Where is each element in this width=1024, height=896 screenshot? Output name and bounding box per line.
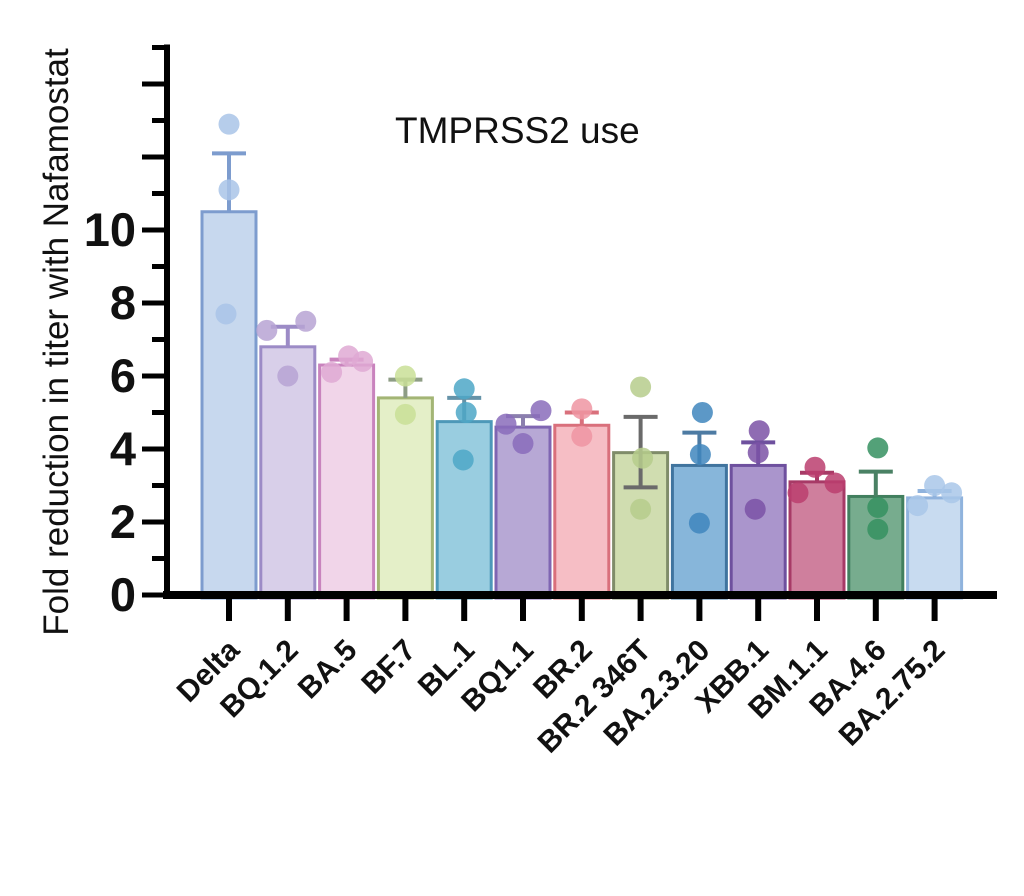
data-point-delta-1: [218, 113, 240, 135]
y-tick-label-10: 10: [84, 203, 136, 256]
y-axis-line: [164, 44, 170, 599]
y-minor-tick-13: [152, 118, 167, 123]
chart-title: TMPRSS2 use: [395, 110, 640, 151]
data-point-xbb-1-1: [748, 420, 770, 442]
data-point-ba-2-3-20-2: [689, 443, 711, 465]
data-point-br-2-346t-3: [630, 498, 652, 520]
y-major-tick-10: [142, 227, 167, 233]
data-point-ba-4-6-2: [867, 496, 889, 518]
x-tick-label-bf-7: BF.7: [355, 634, 422, 701]
y-tick-label-6: 6: [110, 349, 136, 402]
y-major-tick-6: [142, 373, 167, 379]
y-axis-title: Fold reduction in titer with Nafamostat: [37, 48, 76, 636]
bars-layer: [200, 151, 964, 600]
bar-br-2: [553, 423, 611, 600]
data-point-bq-1-2-1: [295, 310, 317, 332]
y-tick-label-8: 8: [110, 276, 136, 329]
y-major-tick-8: [142, 300, 167, 306]
data-point-ba-5-3: [321, 361, 343, 383]
data-point-bq-1-2-2: [256, 319, 278, 341]
x-axis-line: [163, 591, 997, 599]
data-point-bq1-1-1: [530, 400, 552, 422]
data-point-ba-2-75-2-3: [907, 495, 929, 517]
y-minor-tick-15: [152, 45, 167, 50]
y-tick-label-4: 4: [110, 422, 136, 475]
axis-layer: [142, 44, 997, 621]
data-point-ba-5-2: [352, 350, 374, 372]
data-point-ba-2-75-2-2: [941, 482, 963, 504]
data-point-ba-2-3-20-1: [691, 402, 713, 423]
y-minor-tick-7: [152, 337, 167, 342]
data-point-xbb-1-3: [744, 498, 766, 520]
y-major-tick-2: [142, 519, 167, 525]
data-point-ba-4-6-1: [867, 437, 889, 459]
data-point-bm-1-1-3: [787, 482, 809, 504]
bar-bq-1-2: [259, 345, 317, 600]
bar-xbb-1: [729, 463, 787, 600]
data-point-bq1-1-3: [512, 433, 534, 455]
data-point-br-2-346t-1: [630, 376, 652, 398]
bar-bl-1: [435, 420, 493, 600]
data-point-bm-1-1-2: [824, 472, 846, 494]
data-point-ba-2-75-2-1: [924, 475, 946, 496]
y-minor-tick-1: [152, 556, 167, 561]
bar-delta: [200, 210, 258, 600]
y-minor-tick-5: [152, 410, 167, 415]
data-point-bm-1-1-1: [804, 456, 826, 478]
data-point-ba-2-3-20-3: [688, 512, 710, 534]
data-point-bq1-1-2: [495, 413, 517, 435]
y-major-tick-0: [142, 592, 167, 598]
y-major-tick-4: [142, 446, 167, 452]
data-point-delta-2: [218, 179, 240, 201]
data-point-br-2-1: [571, 398, 593, 420]
data-point-delta-3: [215, 303, 237, 325]
data-point-br-2-2: [571, 425, 593, 447]
data-point-xbb-1-2: [747, 442, 769, 464]
y-minor-tick-9: [152, 264, 167, 269]
bar-br-2-346t: [612, 451, 670, 600]
points-layer: [215, 113, 963, 540]
data-point-bf-7-1: [394, 365, 416, 387]
y-major-tick-14: [142, 81, 167, 87]
x-tick-label-ba-5: BA.5: [292, 634, 364, 706]
data-point-br-2-346t-2: [632, 447, 654, 469]
y-minor-tick-3: [152, 483, 167, 488]
data-point-bl-1-1: [453, 378, 475, 400]
data-point-ba-4-6-3: [867, 518, 889, 540]
bar-bf-7: [376, 396, 434, 600]
data-point-bq-1-2-3: [277, 365, 299, 387]
y-minor-tick-11: [152, 191, 167, 196]
y-major-tick-12: [142, 154, 167, 160]
y-tick-label-2: 2: [110, 495, 136, 548]
data-point-bl-1-2: [455, 402, 477, 423]
bar-ba-5: [318, 363, 376, 600]
y-tick-label-0: 0: [110, 568, 136, 621]
data-point-bf-7-2: [394, 403, 416, 425]
data-point-bl-1-3: [452, 449, 474, 471]
